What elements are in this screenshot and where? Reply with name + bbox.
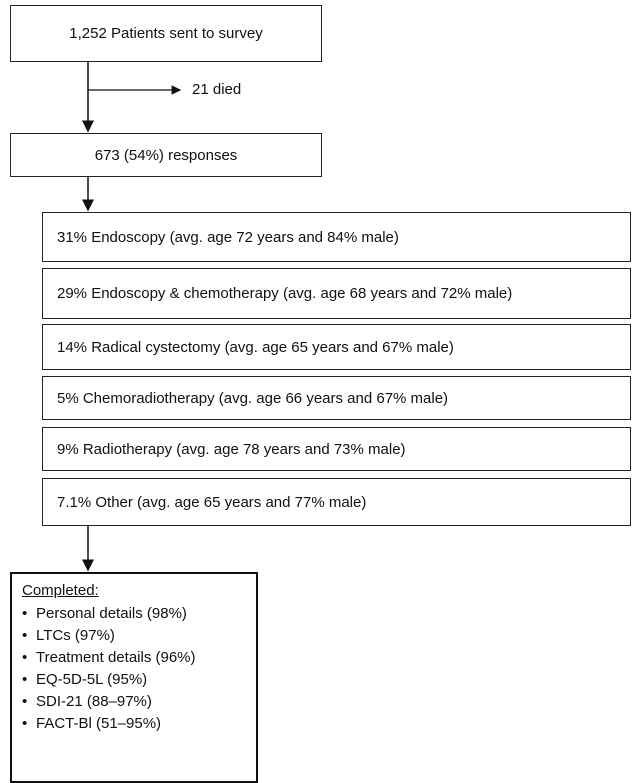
- completed-item: Treatment details (96%): [22, 647, 256, 669]
- treatment-box: 5% Chemoradiotherapy (avg. age 66 years …: [42, 376, 631, 420]
- completed-item: Personal details (98%): [22, 603, 256, 625]
- treatment-box: 31% Endoscopy (avg. age 72 years and 84%…: [42, 212, 631, 262]
- completed-item: EQ-5D-5L (95%): [22, 669, 256, 691]
- treatment-box: 29% Endoscopy & chemotherapy (avg. age 6…: [42, 268, 631, 319]
- completed-box: Completed: Personal details (98%)LTCs (9…: [10, 572, 258, 783]
- completed-item: SDI-21 (88–97%): [22, 691, 256, 713]
- treatment-box: 14% Radical cystectomy (avg. age 65 year…: [42, 324, 631, 370]
- completed-item: FACT-Bl (51–95%): [22, 713, 256, 735]
- treatment-box: 7.1% Other (avg. age 65 years and 77% ma…: [42, 478, 631, 526]
- top-box: 1,252 Patients sent to survey: [10, 5, 322, 62]
- box-label: 673 (54%) responses: [94, 146, 238, 164]
- completed-items: Personal details (98%)LTCs (97%)Treatmen…: [22, 603, 256, 735]
- box-label: 1,252 Patients sent to survey: [69, 25, 263, 42]
- responses-box: 673 (54%) responses: [10, 133, 322, 177]
- exclusion-label: 21 died: [192, 81, 242, 98]
- completed-title: Completed:: [22, 582, 99, 599]
- completed-item: LTCs (97%): [22, 625, 256, 647]
- treatment-box: 9% Radiotherapy (avg. age 78 years and 7…: [42, 427, 631, 471]
